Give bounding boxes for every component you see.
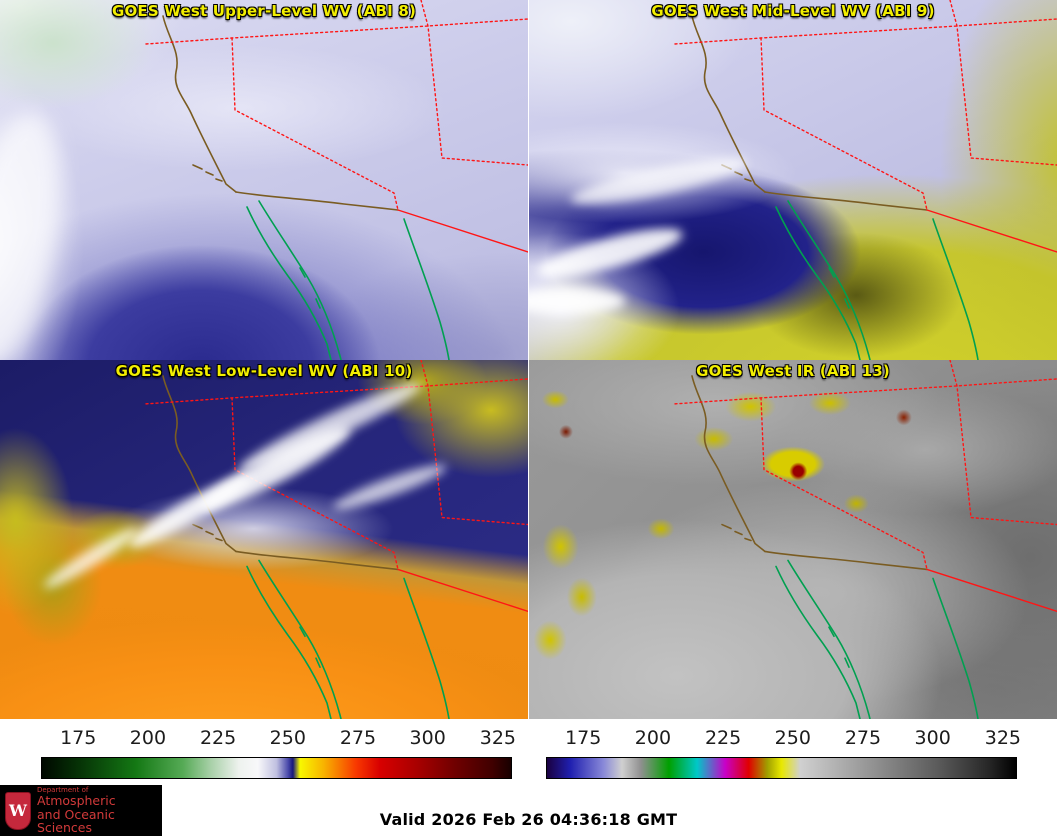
uw-crest-icon: W bbox=[5, 791, 31, 830]
panel-ir: GOES West IR (ABI 13) bbox=[529, 360, 1057, 719]
colorbar-tick: 200 bbox=[129, 727, 167, 749]
colorbar-tick: 275 bbox=[339, 727, 377, 749]
ir-colorbar: 175 200 225 250 275 300 325 bbox=[546, 719, 1021, 785]
logo-line-1: Atmospheric bbox=[37, 793, 116, 809]
uw-aos-logo: W Department of Atmospheric and Oceanic … bbox=[0, 785, 162, 836]
panel-title-upper-wv: GOES West Upper-Level WV (ABI 8) bbox=[111, 2, 417, 20]
colorbar-tick: 275 bbox=[844, 727, 882, 749]
wv-colorbar-gradient bbox=[41, 757, 512, 779]
colorbar-tick: 325 bbox=[984, 727, 1021, 749]
map-overlay bbox=[145, 0, 528, 360]
logo-text: Department of Atmospheric and Oceanic Sc… bbox=[37, 786, 162, 835]
logo-dept-line: Department of bbox=[37, 786, 89, 795]
panel-title-mid-wv: GOES West Mid-Level WV (ABI 9) bbox=[651, 2, 935, 20]
logo-line-2: and Oceanic Sciences bbox=[37, 806, 115, 835]
low-wv-imagery bbox=[0, 360, 528, 719]
colorbar-tick: 300 bbox=[914, 727, 951, 749]
satellite-panel-grid: GOES West Upper-Level WV (ABI 8) GOES We… bbox=[0, 0, 1057, 719]
panel-mid-level-wv: GOES West Mid-Level WV (ABI 9) bbox=[529, 0, 1057, 360]
colorbar-section: 175 200 225 250 275 300 325 175 200 225 … bbox=[0, 719, 1057, 785]
wv-colorbar: 175 200 225 250 275 300 325 bbox=[41, 719, 516, 785]
colorbar-tick: 250 bbox=[774, 727, 811, 749]
colorbar-tick: 200 bbox=[634, 727, 672, 749]
panel-low-level-wv: GOES West Low-Level WV (ABI 10) bbox=[0, 360, 528, 719]
colorbar-tick: 300 bbox=[409, 727, 446, 749]
colorbar-tick: 175 bbox=[565, 727, 602, 749]
ir-imagery bbox=[529, 360, 1057, 719]
map-overlay bbox=[145, 360, 528, 719]
upper-wv-imagery bbox=[0, 0, 528, 360]
cloud-feature bbox=[529, 288, 625, 314]
ir-colorbar-ticks: 175 200 225 250 275 300 325 bbox=[546, 727, 1021, 755]
panel-title-ir: GOES West IR (ABI 13) bbox=[696, 362, 890, 380]
panel-upper-level-wv: GOES West Upper-Level WV (ABI 8) bbox=[0, 0, 528, 360]
map-overlay bbox=[674, 360, 1057, 719]
wv-colorbar-ticks: 175 200 225 250 275 300 325 bbox=[41, 727, 516, 755]
colorbar-tick: 175 bbox=[60, 727, 97, 749]
colorbar-tick: 250 bbox=[269, 727, 306, 749]
footer: W Department of Atmospheric and Oceanic … bbox=[0, 785, 1057, 836]
colorbar-tick: 325 bbox=[479, 727, 516, 749]
panel-title-low-wv: GOES West Low-Level WV (ABI 10) bbox=[115, 362, 413, 380]
colorbar-tick: 225 bbox=[704, 727, 742, 749]
valid-timestamp: Valid 2026 Feb 26 04:36:18 GMT bbox=[379, 810, 678, 829]
colorbar-tick: 225 bbox=[199, 727, 237, 749]
ir-colorbar-gradient bbox=[546, 757, 1017, 779]
